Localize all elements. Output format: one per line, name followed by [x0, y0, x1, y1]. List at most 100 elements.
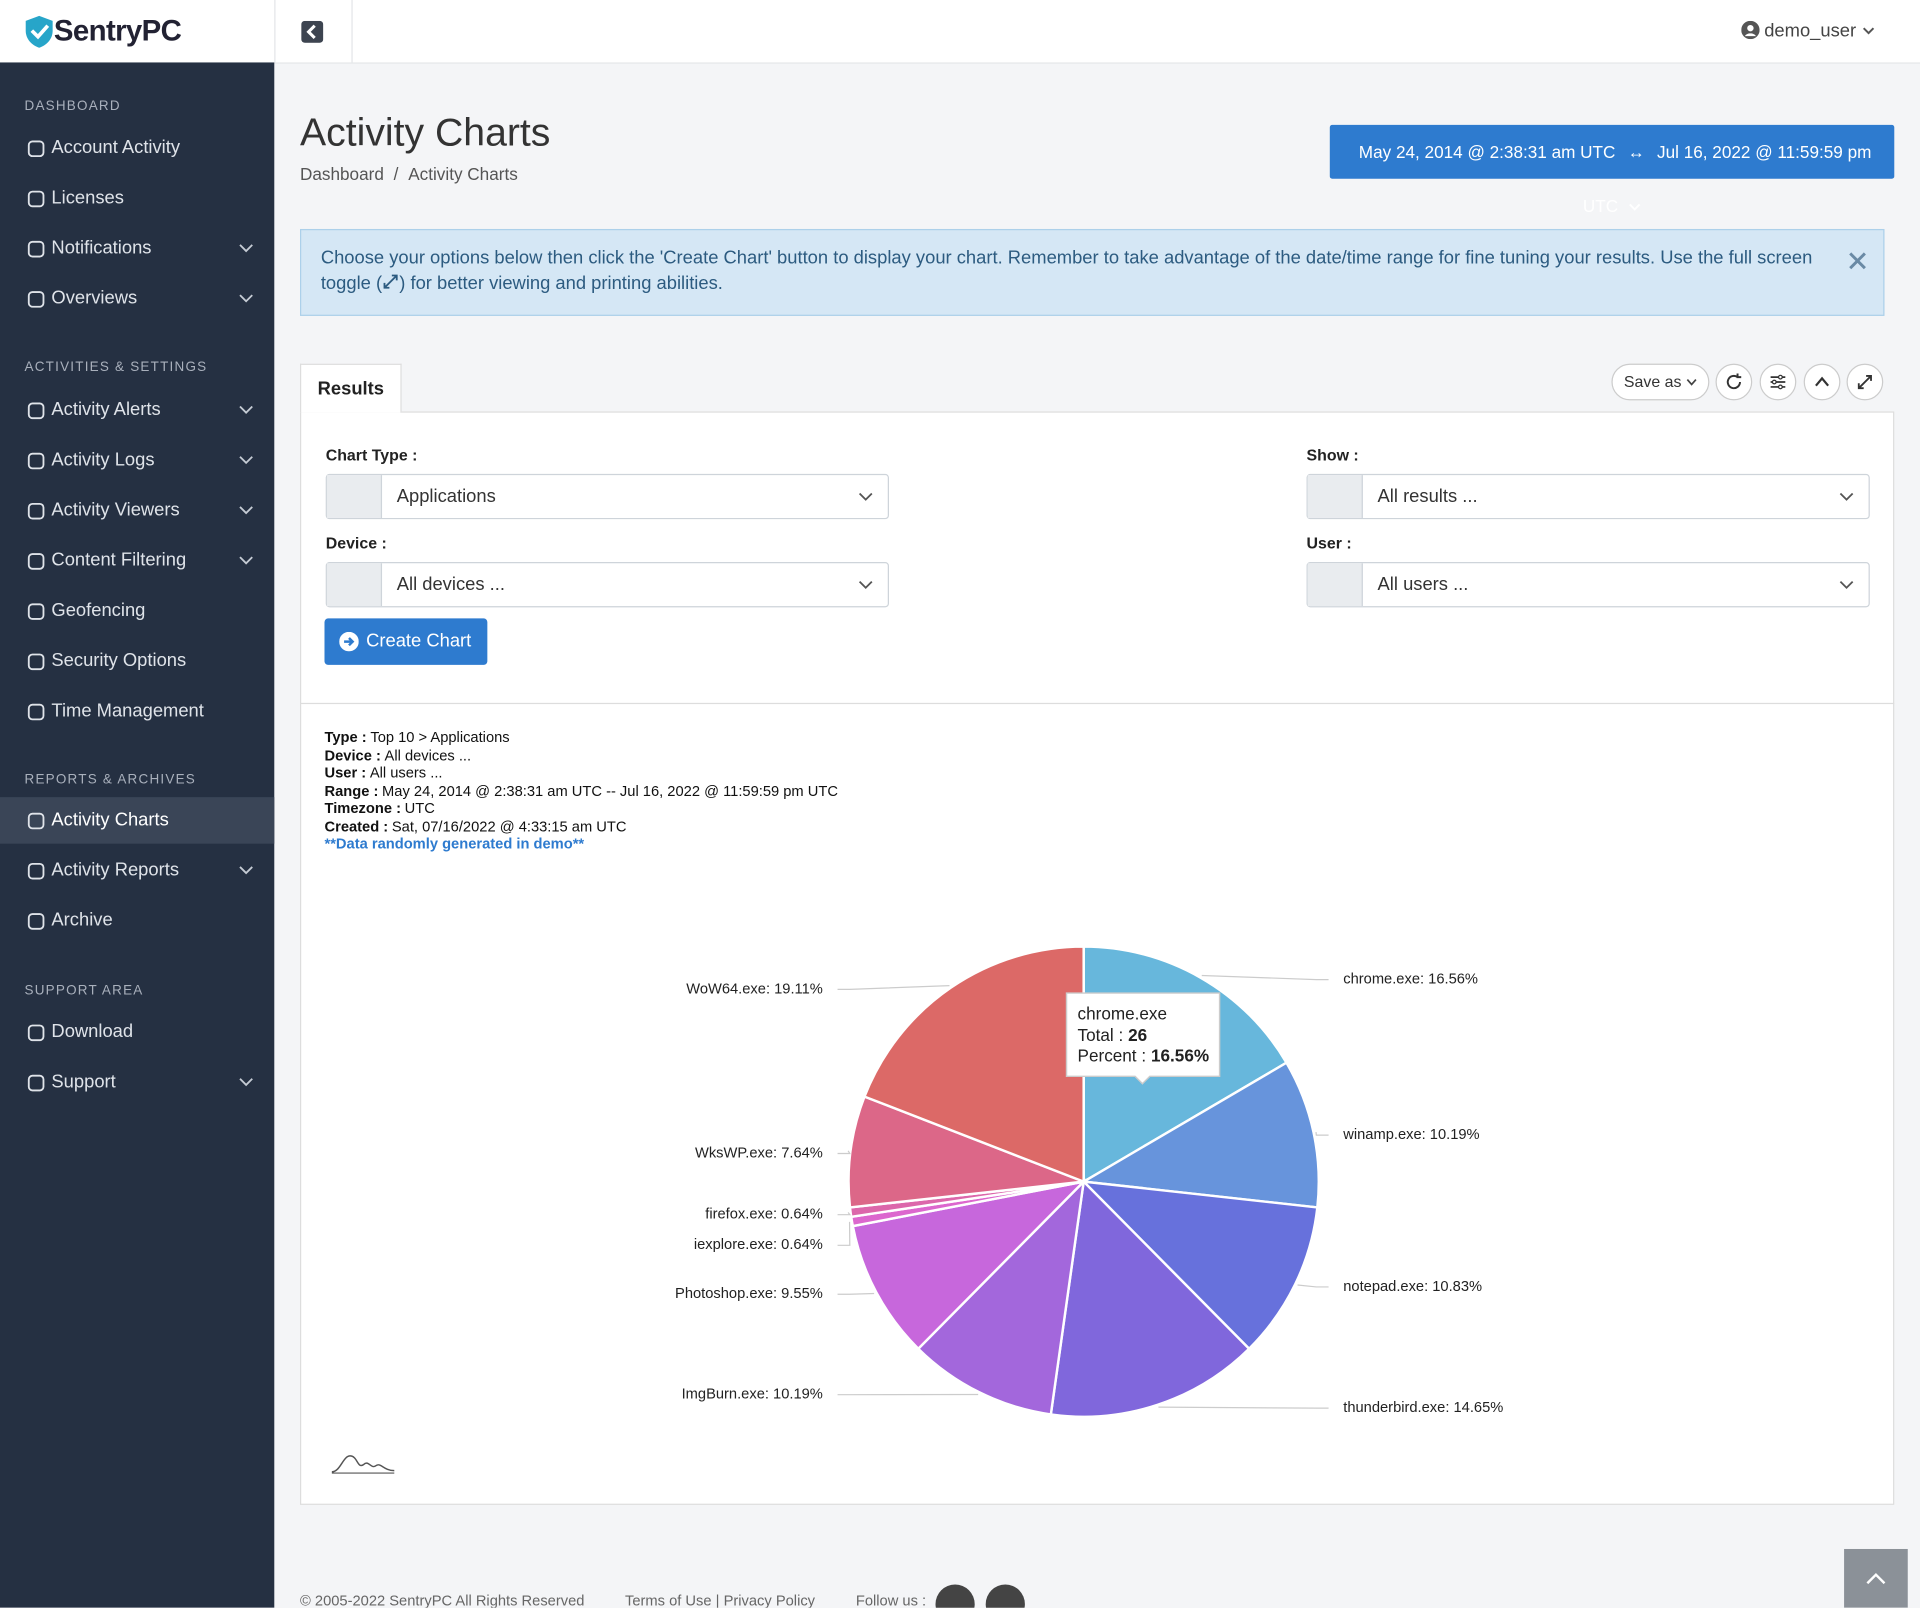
settings-button[interactable]	[1759, 363, 1797, 401]
pie-slice	[916, 1178, 1086, 1416]
alert-close[interactable]	[1849, 252, 1866, 270]
date-range-button[interactable]: May 24, 2014 @ 2:38:31 am UTC ↔ Jul 16, 20…	[1329, 124, 1895, 216]
sidebar-label: Account Activity	[51, 137, 181, 158]
create-icon	[339, 631, 359, 652]
info-key: Timezone :	[324, 799, 401, 817]
chevron-path	[239, 456, 253, 465]
sidebar-item[interactable]: Overviews	[0, 276, 274, 323]
sidebar-icon	[27, 502, 45, 520]
sidebar-item[interactable]: Archive	[0, 898, 274, 945]
icon-shape	[27, 291, 45, 308]
sidebar-item[interactable]: Activity Viewers	[0, 487, 274, 534]
sidebar-item[interactable]: Time Management	[0, 688, 274, 735]
icon-shape	[27, 402, 45, 420]
pie-slice	[1079, 1061, 1320, 1209]
sidebar-label: Geofencing	[51, 600, 146, 621]
label-line	[1201, 974, 1329, 981]
select-icon	[1307, 475, 1363, 518]
sidebar-label: Download	[51, 1021, 134, 1043]
select[interactable]: All results ...	[1306, 473, 1870, 520]
sidebar-item[interactable]: Geofencing	[0, 588, 274, 635]
save-as-button[interactable]: Save as	[1611, 363, 1710, 401]
scroll-top[interactable]	[1844, 1548, 1908, 1608]
chevron	[858, 580, 873, 590]
chevron-path	[239, 866, 253, 875]
sidebar-label: Time Management	[51, 700, 204, 722]
sidebar-item[interactable]: Support	[0, 1059, 274, 1106]
sidebar-item[interactable]: Content Filtering	[0, 538, 274, 585]
terms-link[interactable]: Terms of Use	[625, 1591, 712, 1608]
sidebar-toggle[interactable]	[274, 0, 353, 63]
sidebar-label: Archive	[51, 909, 113, 931]
label-line	[837, 1292, 875, 1295]
chevron-path	[239, 556, 253, 565]
slice-label: WoW64.exe: 19.11%	[686, 981, 823, 997]
alert-text: ) for better viewing and printing abilit…	[399, 273, 723, 294]
info-line: Range : May 24, 2014 @ 2:38:31 am UTC -- …	[324, 782, 837, 800]
sidebar-item[interactable]: Activity Reports	[0, 847, 274, 894]
fullscreen-button[interactable]	[1846, 363, 1884, 401]
logo-shield	[25, 15, 53, 48]
icon-shape	[27, 553, 45, 570]
field-label: Chart Type :	[325, 445, 418, 465]
icon-shape	[27, 1024, 45, 1042]
chevron-path	[1839, 492, 1854, 501]
slice-label: Photoshop.exe: 9.55%	[675, 1286, 823, 1302]
create-chart-button[interactable]: Create Chart	[324, 618, 488, 665]
fullscreen-icon	[383, 274, 398, 289]
select[interactable]: Applications	[325, 473, 889, 520]
breadcrumb-link[interactable]: Dashboard	[300, 164, 384, 184]
page-title: Activity Charts	[300, 110, 551, 155]
top-bar: SentryPC demo_user	[0, 0, 1920, 64]
breadcrumb-separator: /	[393, 164, 399, 184]
date-arrow: ↔	[1627, 142, 1645, 162]
select-icon	[326, 475, 383, 518]
sidebar-item[interactable]: Activity Logs	[0, 437, 274, 484]
sidebar-icon	[27, 862, 45, 880]
info-value: UTC	[404, 799, 435, 817]
sidebar-item[interactable]: Account Activity	[0, 125, 274, 172]
sidebar-icon	[27, 703, 45, 721]
sidebar-item[interactable]: Security Options	[0, 638, 274, 685]
privacy-link[interactable]: Privacy Policy	[723, 1591, 816, 1608]
info-line: Created : Sat, 07/16/2022 @ 4:33:15 am UT…	[324, 817, 837, 835]
sidebar-item[interactable]: Activity Alerts	[0, 387, 274, 434]
chevron-path	[239, 244, 253, 253]
info-key: User :	[324, 764, 367, 782]
sidebar-item[interactable]: Licenses	[0, 175, 274, 222]
select-value: Applications	[396, 486, 496, 507]
tooltip-box	[1065, 992, 1221, 1085]
collapse-icon	[1815, 376, 1830, 387]
collapse-button[interactable]	[1803, 363, 1841, 401]
pie-slice	[1080, 1180, 1319, 1351]
sidebar-item[interactable]: Notifications	[0, 225, 274, 272]
user-menu[interactable]: demo_user	[1740, 20, 1876, 42]
sidebar-icon	[27, 402, 45, 420]
chevron-path	[858, 492, 873, 501]
tooltip-key: Total :	[1078, 1024, 1124, 1044]
info-value: All users ...	[369, 764, 443, 782]
info-value: All devices ...	[384, 746, 472, 764]
chevron	[239, 556, 253, 565]
refresh-button[interactable]	[1715, 363, 1753, 401]
select[interactable]: All devices ...	[325, 562, 889, 608]
chevron	[239, 294, 253, 303]
pie-slice	[862, 945, 1085, 1184]
follow-label: Follow us :	[855, 1591, 927, 1608]
social-icons[interactable]	[934, 1583, 1032, 1608]
logo[interactable]: SentryPC	[0, 0, 274, 62]
breadcrumb: Dashboard / Activity Charts	[300, 164, 528, 184]
results-tab[interactable]: Results	[300, 363, 402, 413]
select-icon	[326, 563, 383, 607]
select[interactable]: All users ...	[1306, 562, 1870, 608]
sidebar-item[interactable]: Download	[0, 1009, 274, 1056]
chevron-path	[858, 580, 873, 590]
info-key: Created :	[324, 817, 389, 835]
pie-slice	[1049, 1179, 1251, 1418]
select-value: All results ...	[1377, 486, 1478, 507]
sidebar-item[interactable]: Activity Charts	[0, 797, 275, 844]
icon-shape	[27, 913, 45, 930]
sidebar-section: REPORTS & ARCHIVES	[24, 772, 196, 788]
